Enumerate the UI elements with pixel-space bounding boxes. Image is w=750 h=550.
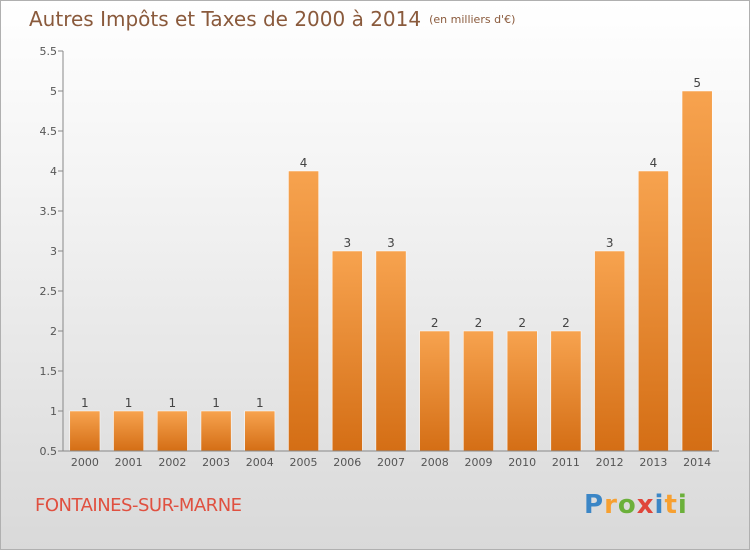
- x-tick-label: 2011: [552, 456, 580, 469]
- x-tick-label: 2012: [596, 456, 624, 469]
- bar-2002: [156, 410, 188, 452]
- logo-letter: t: [664, 490, 678, 520]
- bar-2008: [419, 330, 451, 452]
- x-tick-label: 2007: [377, 456, 405, 469]
- bar-2011: [550, 330, 582, 452]
- y-axis: 0.5 1 1.5 2 2.5 3 3.5 4 4.5 5 5.5: [40, 45, 64, 458]
- bar-2005: [288, 170, 319, 452]
- y-tick-label: 4.5: [40, 125, 58, 138]
- data-label-2004: 1: [256, 396, 264, 410]
- data-label-2007: 3: [387, 236, 395, 250]
- bar-2010: [506, 330, 538, 452]
- bar-2006: [331, 250, 363, 452]
- x-tick-label: 2013: [639, 456, 667, 469]
- bar-2007: [375, 250, 407, 452]
- chart-unit: (en milliers d'€): [429, 13, 516, 26]
- logo-letter: i: [654, 490, 665, 520]
- bar-2001: [113, 410, 144, 452]
- data-label-2005: 4: [300, 156, 308, 170]
- x-tick-label: 2009: [464, 456, 492, 469]
- logo-letter: x: [636, 490, 655, 520]
- x-tick-label: 2002: [158, 456, 186, 469]
- bar-2013: [638, 170, 669, 452]
- bar-2000: [69, 410, 101, 452]
- data-label-2002: 1: [169, 396, 177, 410]
- data-label-2009: 2: [475, 316, 483, 330]
- bar-2014: [681, 90, 713, 452]
- x-tick-label: 2005: [290, 456, 318, 469]
- y-tick-label: 3: [50, 245, 57, 258]
- data-label-2003: 1: [212, 396, 220, 410]
- y-tick-label: 5.5: [40, 45, 58, 58]
- x-tick-label: 2010: [508, 456, 536, 469]
- logo-letter: i: [677, 490, 688, 520]
- bar-2012: [594, 250, 626, 452]
- x-tick-label: 2003: [202, 456, 230, 469]
- data-label-2006: 3: [343, 236, 351, 250]
- logo-letter: r: [604, 490, 618, 520]
- bar-2003: [200, 410, 232, 452]
- y-tick-label: 3.5: [40, 205, 58, 218]
- data-label-2011: 2: [562, 316, 570, 330]
- chart-title-text: Autres Impôts et Taxes de 2000 à 2014: [29, 7, 422, 31]
- data-label-2013: 4: [650, 156, 658, 170]
- data-label-2012: 3: [606, 236, 614, 250]
- y-tick-label: 2: [50, 325, 57, 338]
- y-tick-label: 2.5: [40, 285, 58, 298]
- x-axis: 2000 2001 2002 2003 2004 2005 2006 2007 2008 2009…: [63, 450, 719, 469]
- x-tick-label: 2001: [115, 456, 143, 469]
- x-tick-label: 2000: [71, 456, 99, 469]
- y-tick-label: 1.5: [40, 365, 58, 378]
- x-tick-label: 2006: [333, 456, 361, 469]
- x-tick-label: 2008: [421, 456, 449, 469]
- data-label-2000: 1: [81, 396, 89, 410]
- x-tick-label: 2014: [683, 456, 711, 469]
- y-tick-label: 5: [50, 85, 57, 98]
- data-label-2001: 1: [125, 396, 133, 410]
- commune-name: FONTAINES-SUR-MARNE: [35, 495, 242, 516]
- logo-letter: P: [584, 490, 605, 520]
- data-label-2010: 2: [518, 316, 526, 330]
- y-tick-label: 0.5: [40, 445, 58, 458]
- chart-title: Autres Impôts et Taxes de 2000 à 2014 (en…: [29, 7, 515, 31]
- bars: 1 1 1 1 1 4 3 3 2 2 2 2 3 4 5: [69, 76, 713, 452]
- bar-2009: [463, 330, 494, 452]
- y-tick-label: 1: [50, 405, 57, 418]
- bar-2004: [244, 410, 276, 452]
- proxiti-logo: Proxiti: [584, 490, 688, 520]
- x-tick-label: 2004: [246, 456, 274, 469]
- data-label-2008: 2: [431, 316, 439, 330]
- y-tick-label: 4: [50, 165, 57, 178]
- data-label-2014: 5: [693, 76, 701, 90]
- logo-letter: o: [617, 490, 637, 520]
